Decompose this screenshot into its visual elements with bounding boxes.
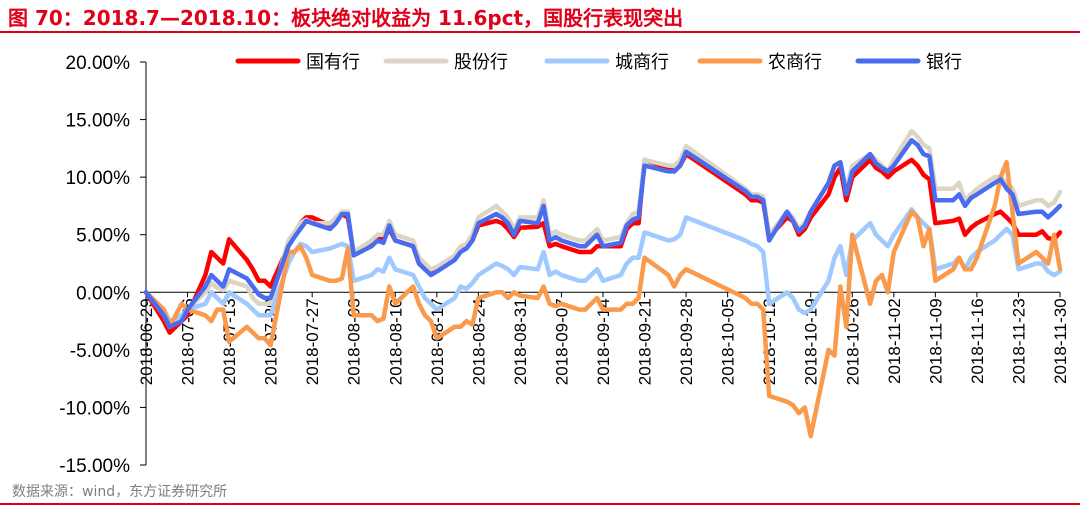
footer-rule	[0, 503, 1080, 505]
y-tick-label: 10.00%	[66, 168, 131, 189]
x-tick-label: 2018-09-28	[677, 298, 696, 385]
x-tick-label: 2018-11-09	[926, 298, 945, 384]
x-tick-label: 2018-11-02	[885, 298, 904, 384]
y-tick-label: 15.00%	[66, 111, 131, 132]
chart-series	[143, 128, 1063, 439]
x-tick-label: 2018-06-29	[137, 298, 156, 385]
title-rule	[0, 31, 1080, 33]
legend-label: 农商行	[768, 52, 822, 73]
x-tick-label: 2018-08-31	[511, 298, 530, 385]
y-tick-label: -15.00%	[59, 456, 130, 477]
legend-label: 银行	[926, 52, 962, 73]
series-line	[143, 138, 1063, 330]
x-tick-label: 2018-09-07	[552, 298, 571, 385]
x-tick-label: 2018-11-23	[1009, 298, 1028, 384]
x-tick-label: 2018-07-27	[303, 298, 322, 385]
legend-label: 国有行	[306, 52, 360, 73]
data-source: 数据来源：wind，东方证券研究所	[12, 484, 228, 500]
y-tick-label: 0.00%	[76, 283, 130, 304]
x-tick-label: 2018-08-10	[386, 298, 405, 385]
y-tick-label: 5.00%	[76, 226, 130, 247]
x-tick-label: 2018-08-03	[345, 298, 364, 385]
chart-axes: -15.00% -10.00% -5.00% 0.00% 5.00% 10.00% 15.0…	[59, 53, 1070, 477]
x-tick-label: 2018-11-16	[968, 298, 987, 384]
x-tick-label: 2018-10-19	[802, 298, 821, 385]
series-line	[143, 159, 1063, 439]
x-tick-label: 2018-09-14	[594, 298, 613, 385]
series-line	[143, 128, 1063, 330]
y-tick-label: 20.00%	[66, 53, 131, 74]
x-tick-label: 2018-09-21	[636, 298, 655, 385]
x-tick-label: 2018-10-05	[719, 298, 738, 385]
y-tick-label: -5.00%	[70, 341, 130, 362]
legend-label: 股份行	[454, 52, 508, 73]
x-tick-label: 2018-11-30	[1051, 298, 1070, 384]
legend-label: 城商行	[615, 52, 669, 73]
chart-legend: 国有行 股份行 城商行 农商行 银行	[235, 52, 962, 73]
chart-title: 图 70：2018.7—2018.10：板块绝对收益为 11.6pct，国股行表…	[8, 6, 684, 30]
x-tick-label: 2018-08-24	[469, 298, 488, 385]
y-tick-label: -10.00%	[59, 398, 130, 419]
